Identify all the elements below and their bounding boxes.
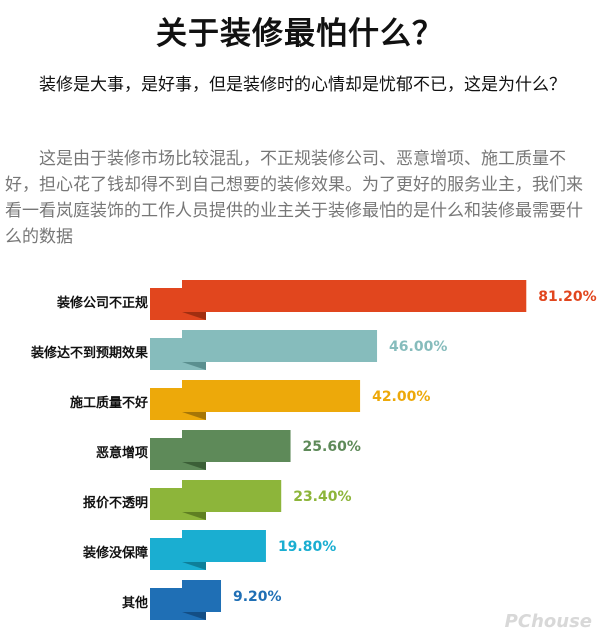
category-label: 施工质量不好 <box>70 395 148 411</box>
category-label: 装修公司不正规 <box>56 295 148 311</box>
category-label: 恶意增项 <box>96 445 148 461</box>
bar <box>182 280 527 312</box>
bar-row: 恶意增项 25.60% <box>96 430 361 470</box>
bar <box>182 480 282 512</box>
bar-row: 报价不透明 23.40% <box>83 480 352 520</box>
category-label: 报价不透明 <box>83 496 148 511</box>
bar <box>182 380 361 412</box>
bar-row: 其他 9.20% <box>122 580 282 620</box>
bar-fold-shadow <box>182 612 206 620</box>
intro-paragraph: 装修是大事，是好事，但是装修时的心情却是忧郁不已，这是为什么？ <box>39 75 566 95</box>
bar <box>182 580 222 612</box>
bar-row: 装修达不到预期效果 46.00% <box>30 330 447 370</box>
bar-row: 装修没保障 19.80% <box>82 530 336 570</box>
bar-row: 施工质量不好 42.00% <box>70 380 430 420</box>
bar-fold-shadow <box>182 412 206 420</box>
category-label: 装修达不到预期效果 <box>30 345 148 361</box>
value-label: 46.00% <box>389 339 447 355</box>
bar-fold-shadow <box>182 362 206 370</box>
bar-chart: 装修公司不正规 81.20% 装修达不到预期效果 46.00% 施工质量不好 42.00%… <box>30 280 597 620</box>
bar <box>182 330 378 362</box>
bar-fold-shadow <box>182 312 206 320</box>
category-label: 其他 <box>122 595 148 611</box>
page-title: 关于装修最怕什么？ <box>156 16 444 52</box>
bar-fold-shadow <box>182 562 206 570</box>
value-label: 25.60% <box>303 439 361 455</box>
bar-fold-shadow <box>182 512 206 520</box>
value-label: 19.80% <box>278 539 336 555</box>
bar-fold-shadow <box>182 462 206 470</box>
watermark-logo: PChouse <box>504 611 592 632</box>
value-label: 9.20% <box>233 589 282 605</box>
bar <box>182 430 291 462</box>
value-label: 81.20% <box>538 289 596 305</box>
bar-row: 装修公司不正规 81.20% <box>56 280 597 320</box>
value-label: 42.00% <box>372 389 430 405</box>
category-label: 装修没保障 <box>82 545 148 561</box>
body-paragraph: 这是由于装修市场比较混乱，不正规装修公司、恶意增项、施工质量不好，担心花了钱却得… <box>5 149 583 247</box>
bar <box>182 530 266 562</box>
value-label: 23.40% <box>293 489 351 505</box>
